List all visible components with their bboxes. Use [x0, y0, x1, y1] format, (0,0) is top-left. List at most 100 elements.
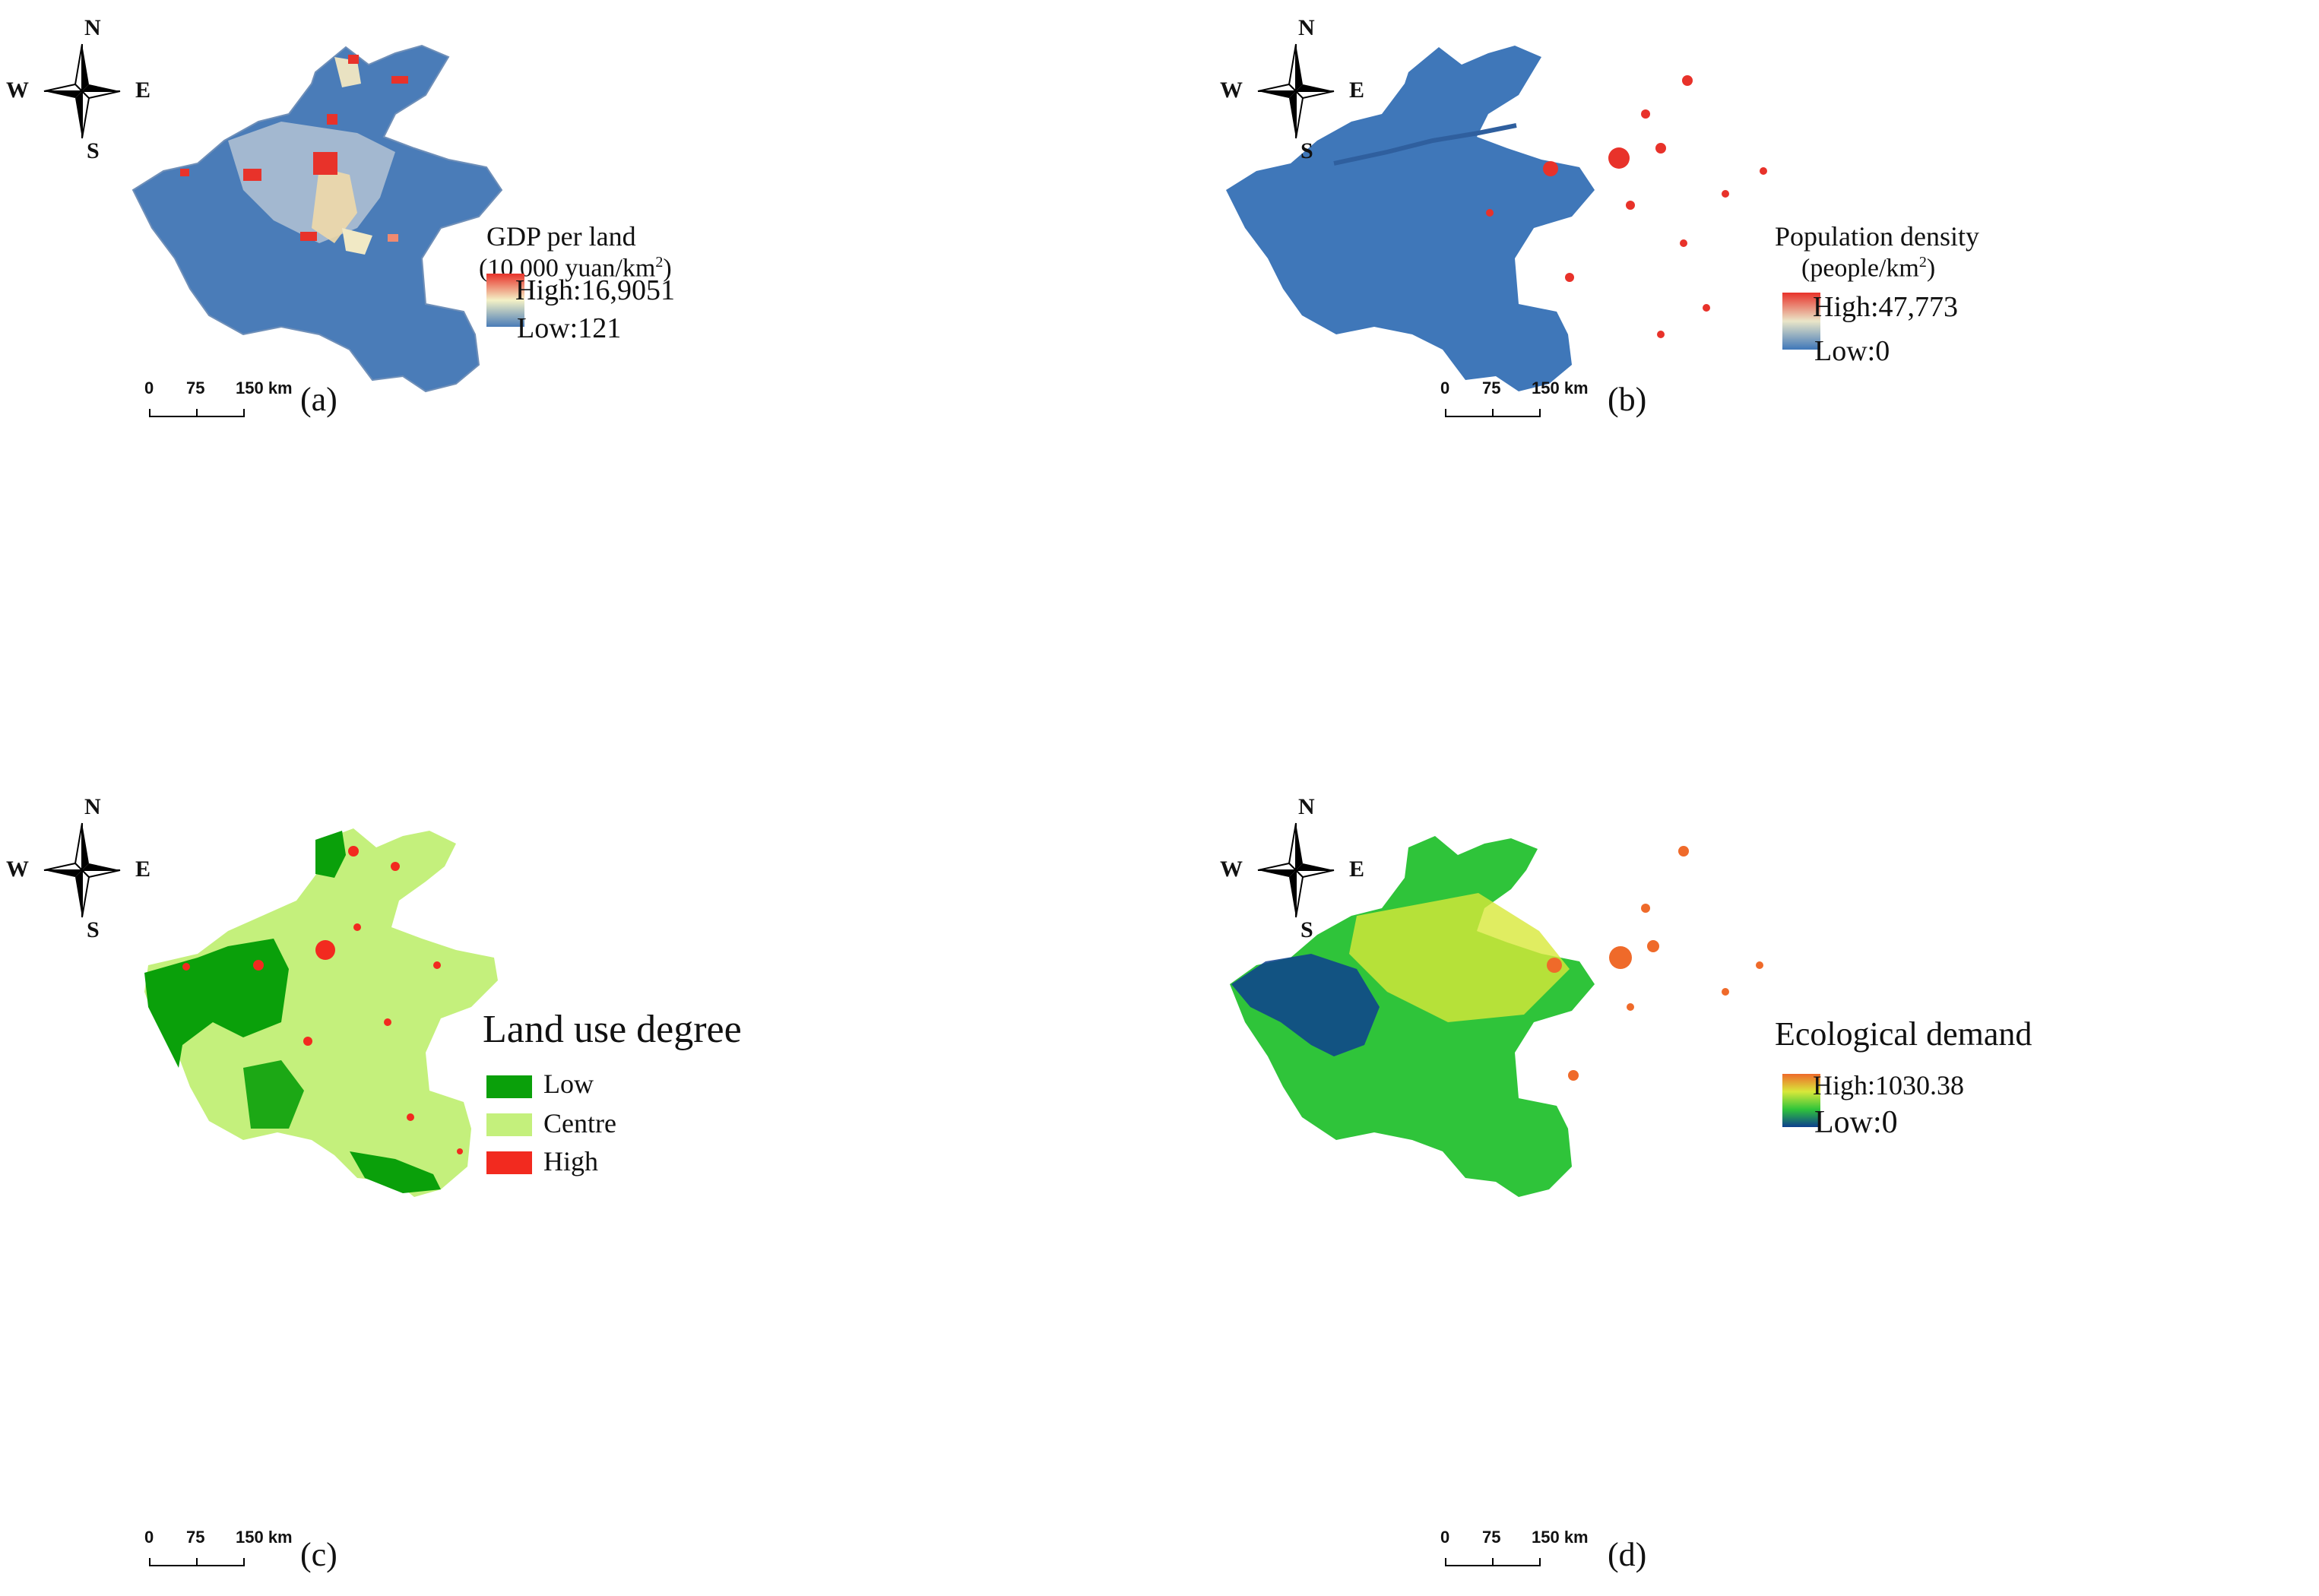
scale-tick-0: 0	[144, 1528, 154, 1547]
high-area	[407, 1113, 414, 1121]
compass-rose-icon	[1257, 43, 1335, 139]
scale-tick-150: 150 km	[236, 1528, 293, 1547]
swatch-centre	[486, 1113, 532, 1136]
high-area	[348, 846, 359, 857]
high-area	[182, 963, 190, 971]
high-area	[253, 960, 264, 971]
compass-n: N	[1298, 15, 1315, 40]
compass-s: S	[1300, 138, 1313, 163]
population-centre	[1703, 304, 1710, 312]
legend-title: Land use degree	[483, 1008, 742, 1051]
high-area	[457, 1148, 463, 1154]
high-area	[1627, 1003, 1634, 1011]
high-area	[1647, 940, 1659, 952]
legend-title: GDP per land	[486, 221, 636, 252]
high-area	[1678, 846, 1689, 857]
compass-e: E	[135, 857, 151, 882]
north-arrow: N W E S	[1220, 15, 1372, 167]
compass-e: E	[135, 78, 151, 103]
low-zone	[144, 939, 289, 1068]
panel-label: (b)	[1608, 381, 1647, 418]
legend-low: Low:0	[1814, 335, 1890, 367]
urban-halo	[342, 228, 372, 255]
high-area	[391, 862, 400, 871]
compass-s: S	[87, 917, 100, 942]
swatch-high	[486, 1151, 532, 1174]
compass-w: W	[6, 857, 29, 882]
mid-zone	[1349, 893, 1570, 1022]
panel-label: (a)	[300, 381, 337, 418]
low-zone	[315, 831, 346, 878]
scale-tick-150: 150 km	[1532, 378, 1589, 397]
province-outline	[1230, 836, 1595, 1197]
legend-high: High:16,9051	[515, 274, 676, 306]
scale-bar: 0 75 150 km	[1437, 1528, 1687, 1596]
high-area	[315, 940, 335, 960]
legend-title: Population density	[1775, 221, 1979, 252]
north-arrow: N W E S	[1220, 794, 1372, 946]
population-centre	[1722, 190, 1729, 198]
urban-halo	[334, 57, 361, 87]
high-area	[303, 1037, 312, 1046]
population-centre	[1565, 273, 1574, 282]
population-centre	[1626, 201, 1635, 210]
compass-rose-icon	[1257, 822, 1335, 918]
swatch-low	[486, 1075, 532, 1098]
scale-bar: 0 75 150 km	[141, 1528, 391, 1596]
panel-d: N W E S 0 75 150 km (d) Ecological deman…	[1159, 794, 2318, 1588]
high-area	[1722, 988, 1729, 996]
compass-w: W	[1220, 78, 1243, 103]
urban-core	[180, 169, 189, 176]
high-area	[1641, 904, 1650, 913]
panel-b: N W E S 0 75 150 km (b) Population densi…	[1159, 0, 2318, 794]
urban-core	[243, 169, 261, 181]
panel-c: N W E S 0 75 150 km (c) Land use degree …	[0, 794, 1159, 1588]
compass-w: W	[1220, 857, 1243, 882]
compass-rose-icon	[43, 822, 121, 918]
panel-a: N W E S 0 75 150 km (a) GDP per land (10…	[0, 0, 1159, 794]
compass-e: E	[1349, 857, 1365, 882]
legend-low: Low:121	[517, 312, 622, 344]
high-area	[433, 961, 441, 969]
urban-core	[388, 234, 398, 242]
class-centre: Centre	[543, 1108, 616, 1138]
scale-bar: 0 75 150 km	[1437, 378, 1687, 447]
map-population-density	[1226, 46, 1767, 391]
map-land-use-degree	[144, 828, 498, 1197]
low-zone	[243, 1060, 304, 1129]
high-area	[1547, 958, 1562, 973]
scale-tick-75: 75	[186, 378, 205, 397]
high-area	[1756, 961, 1763, 969]
north-arrow: N W E S	[6, 794, 158, 946]
population-centre	[1543, 161, 1558, 176]
province-outline	[1226, 46, 1595, 391]
compass-w: W	[6, 78, 29, 103]
population-centre	[1641, 109, 1650, 119]
map-gdp-per-land	[131, 44, 503, 393]
low-zone	[350, 1151, 441, 1193]
legend-high: High:47,773	[1813, 291, 1959, 323]
map-ecological-demand	[1230, 836, 1763, 1197]
panel-label: (d)	[1608, 1536, 1647, 1573]
panel-label: (c)	[300, 1536, 337, 1573]
high-area	[384, 1018, 391, 1026]
population-centres	[1486, 75, 1767, 338]
compass-e: E	[1349, 78, 1365, 103]
high-area	[1609, 946, 1632, 969]
class-high: High	[543, 1146, 598, 1176]
color-ramp	[1782, 293, 1820, 350]
urban-core	[300, 232, 317, 241]
high-area	[1568, 1070, 1579, 1081]
color-ramp	[1782, 1074, 1820, 1127]
river	[1333, 123, 1517, 166]
north-arrow: N W E S	[6, 15, 158, 167]
urban-core	[313, 152, 337, 175]
legend-low: Low:0	[1814, 1105, 1898, 1140]
compass-n: N	[84, 15, 101, 40]
urban-halo	[312, 167, 357, 243]
scale-tick-75: 75	[186, 1528, 205, 1547]
urban-core	[327, 114, 337, 125]
scale-tick-0: 0	[1440, 378, 1450, 397]
legend-high: High:1030.38	[1813, 1070, 1965, 1100]
class-low: Low	[543, 1069, 594, 1099]
